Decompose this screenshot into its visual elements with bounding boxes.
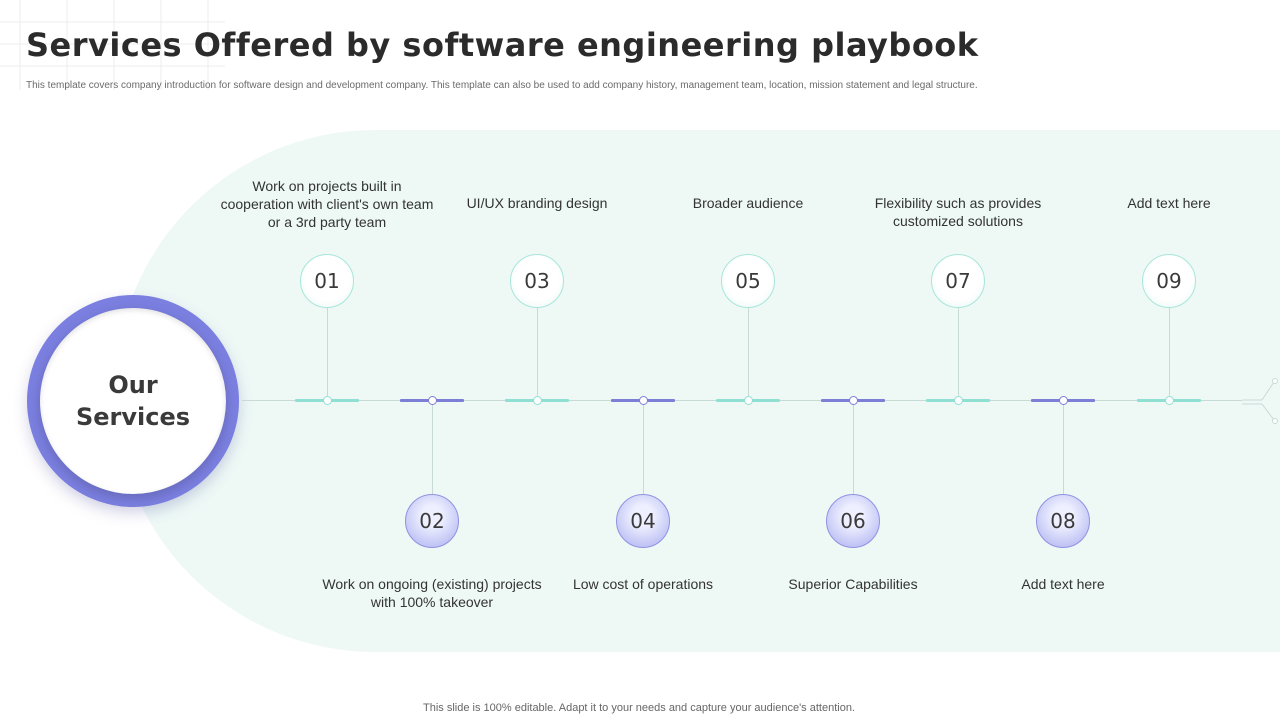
timeline-dot [639,396,648,405]
connector-line [327,308,328,400]
step-number-badge: 03 [510,254,564,308]
page-subtitle: This template covers company introductio… [26,80,978,91]
step-number-badge: 07 [931,254,985,308]
connector-line [643,401,644,494]
arrow-end-icon [1242,378,1278,424]
step-number-badge: 08 [1036,494,1090,548]
step-caption: Work on projects built in cooperation wi… [220,178,434,230]
step-caption: Work on ongoing (existing) projects with… [322,576,542,610]
connector-line [432,401,433,494]
connector-line [1063,401,1064,494]
step-number-badge: 09 [1142,254,1196,308]
timeline-dot [1059,396,1068,405]
step-number-badge: 01 [300,254,354,308]
timeline-dot [849,396,858,405]
step-caption: Low cost of operations [572,576,714,592]
connector-line [748,308,749,400]
footer-note: This slide is 100% editable. Adapt it to… [423,702,855,714]
timeline-dot [954,396,963,405]
connector-line [958,308,959,400]
timeline-dot [323,396,332,405]
timeline-dot [428,396,437,405]
timeline-dot [1165,396,1174,405]
step-caption: Add text here [1021,576,1105,592]
step-caption: Add text here [1127,195,1211,211]
step-number-badge: 06 [826,494,880,548]
background-grid-decoration [0,0,225,90]
step-caption: Broader audience [692,195,804,211]
connector-line [853,401,854,494]
timeline-dot [744,396,753,405]
hub-circle: Our Services [40,308,226,494]
step-caption: UI/UX branding design [466,195,608,211]
timeline-dot [533,396,542,405]
step-number-badge: 04 [616,494,670,548]
connector-line [537,308,538,400]
connector-line [1169,308,1170,400]
step-number-badge: 05 [721,254,775,308]
timeline-background-band [115,130,1280,652]
step-caption: Flexibility such as provides customized … [874,195,1042,229]
page-title: Services Offered by software engineering… [26,26,979,64]
hub-label: Our Services [75,371,191,431]
step-number-badge: 02 [405,494,459,548]
step-caption: Superior Capabilities [788,576,918,592]
